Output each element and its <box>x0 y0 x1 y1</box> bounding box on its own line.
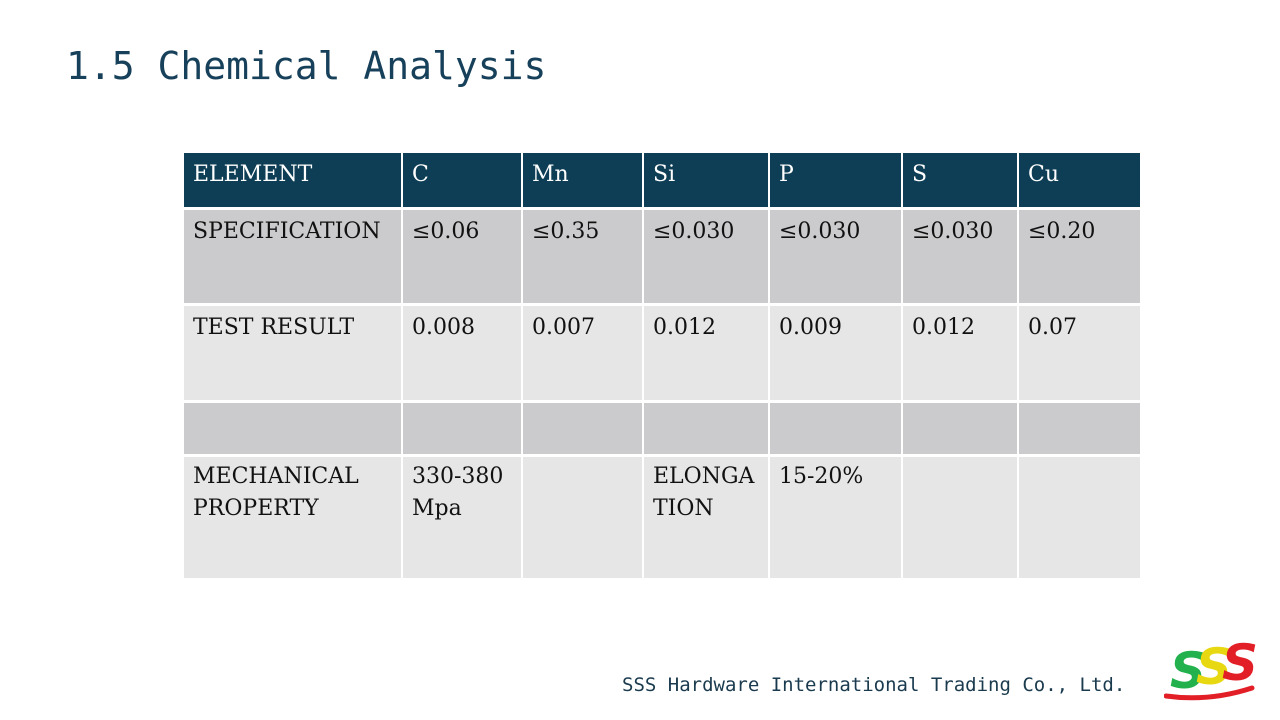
table-cell: ≤0.20 <box>1018 208 1140 306</box>
table-cell <box>902 401 1019 457</box>
logo-underline <box>1164 685 1255 701</box>
table-cell <box>522 455 644 581</box>
header-cell-mn: Mn <box>522 153 644 210</box>
table-cell: ≤0.030 <box>643 208 770 306</box>
table-cell <box>1018 401 1140 457</box>
logo-letter: S <box>1170 642 1206 700</box>
company-logo: S S S <box>1164 638 1256 701</box>
chemical-analysis-table: ELEMENT C Mn Si P S Cu SPECIFICATION ≤0.… <box>184 153 1140 581</box>
table-cell: 0.07 <box>1018 304 1140 403</box>
logo-letter: S <box>1196 638 1232 696</box>
table-cell: ≤0.35 <box>522 208 644 306</box>
table-header-row: ELEMENT C Mn Si P S Cu <box>184 153 1140 210</box>
company-footer: SSS Hardware International Trading Co., … <box>622 674 1126 696</box>
table-cell: ≤0.06 <box>402 208 523 306</box>
table-cell: MECHANICAL PROPERTY <box>184 455 403 581</box>
header-cell-p: P <box>769 153 903 210</box>
logo-letter: S <box>1222 638 1256 692</box>
header-cell-si: Si <box>643 153 770 210</box>
table-cell <box>184 401 403 457</box>
table-cell <box>643 401 770 457</box>
table-cell: SPECIFICATION <box>184 208 403 306</box>
table-cell: ELONGATION <box>643 455 770 581</box>
table-cell <box>402 401 523 457</box>
table-row-mechanical-property: MECHANICAL PROPERTY 330-380 Mpa ELONGATI… <box>184 455 1140 581</box>
table-cell <box>902 455 1019 581</box>
table-cell: TEST RESULT <box>184 304 403 403</box>
table-cell: 15-20% <box>769 455 903 581</box>
table-cell: 0.008 <box>402 304 523 403</box>
table-cell <box>769 401 903 457</box>
table-cell: ≤0.030 <box>769 208 903 306</box>
table-cell: 330-380 Mpa <box>402 455 523 581</box>
table-cell: 0.007 <box>522 304 644 403</box>
table-cell <box>522 401 644 457</box>
header-cell-cu: Cu <box>1018 153 1140 210</box>
header-cell-s: S <box>902 153 1019 210</box>
table-cell: 0.012 <box>902 304 1019 403</box>
slide-title: 1.5 Chemical Analysis <box>66 44 547 88</box>
table-row-test-result: TEST RESULT 0.008 0.007 0.012 0.009 0.01… <box>184 304 1140 403</box>
table-row-specification: SPECIFICATION ≤0.06 ≤0.35 ≤0.030 ≤0.030 … <box>184 208 1140 306</box>
table-cell: 0.009 <box>769 304 903 403</box>
table-cell: ≤0.030 <box>902 208 1019 306</box>
table-cell <box>1018 455 1140 581</box>
header-cell-element: ELEMENT <box>184 153 403 210</box>
table-cell: 0.012 <box>643 304 770 403</box>
table-row-blank <box>184 401 1140 457</box>
header-cell-c: C <box>402 153 523 210</box>
